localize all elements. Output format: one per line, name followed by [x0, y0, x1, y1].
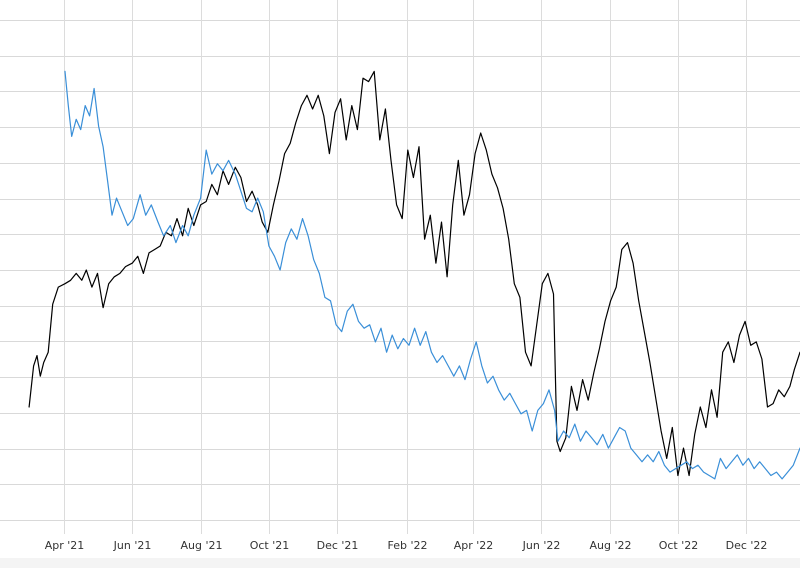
x-tick-label: Apr '21: [45, 539, 85, 552]
x-tick-label: Apr '22: [454, 539, 494, 552]
series-line-1: [28, 70, 800, 477]
series-layer: [28, 70, 800, 480]
horizontal-gridlines: [0, 20, 800, 521]
x-axis-ticks: Apr '21 Jun '21 Aug '21 Oct '21 Dec '21 Feb '…: [45, 539, 768, 552]
x-tick-label: Aug '22: [590, 539, 632, 552]
x-tick-label: Oct '22: [659, 539, 699, 552]
x-tick-label: Aug '21: [181, 539, 223, 552]
x-tick-label: Oct '21: [250, 539, 290, 552]
bottom-band: [0, 558, 800, 568]
vertical-gridlines: [64, 0, 747, 534]
x-tick-label: Jun '21: [113, 539, 152, 552]
x-tick-label: Dec '21: [317, 539, 359, 552]
x-tick-label: Dec '22: [726, 539, 768, 552]
x-tick-label: Jun '22: [522, 539, 561, 552]
series-line-2: [64, 70, 800, 480]
x-tick-label: Feb '22: [388, 539, 428, 552]
